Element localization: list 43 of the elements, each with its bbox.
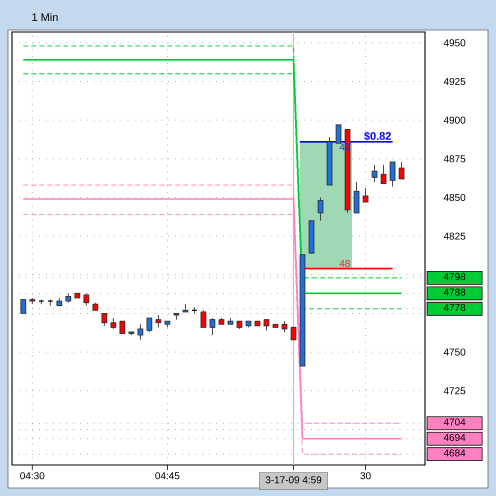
candlestick (146, 318, 152, 332)
y-tick-label: 4798 (444, 273, 466, 280)
y-tick-label: 4684 (444, 449, 466, 456)
candlestick (210, 318, 216, 336)
candlestick (380, 164, 386, 184)
candlestick (372, 164, 378, 182)
y-tick-label: 4900 (444, 116, 466, 124)
candlestick (290, 326, 296, 340)
candlestick (264, 319, 270, 331)
candlestick (65, 292, 72, 304)
candlestick (155, 314, 162, 328)
candlestick (137, 324, 144, 340)
y-tick-label: 4778 (444, 304, 466, 312)
y-tick-label: 4950 (444, 39, 466, 46)
candlestick (101, 313, 108, 326)
chart-title: 1 Min (32, 13, 58, 21)
y-tick-label: 4750 (444, 348, 466, 356)
y-tick-label: 4825 (444, 232, 466, 240)
candlestick (390, 161, 396, 188)
annotation: $0.82 (364, 132, 391, 141)
candlestick (110, 318, 116, 330)
candlestick (83, 292, 90, 306)
candlestick (336, 124, 342, 144)
annotation: 49 (339, 143, 350, 151)
candlestick (398, 161, 404, 180)
y-tick-label: 4875 (444, 155, 466, 162)
y-tick-label: 4694 (444, 434, 466, 441)
y-tick-label: 4850 (444, 194, 466, 201)
y-tick-label: 4925 (444, 78, 466, 86)
x-tick-label: 04:45 (155, 472, 180, 480)
candlestick (362, 188, 368, 203)
x-tick-label: 04:30 (20, 472, 44, 480)
y-tick-label: 4725 (444, 387, 466, 394)
x-tick-label: 30 (360, 472, 371, 480)
candlestick (354, 182, 360, 214)
candlestick (318, 197, 324, 222)
candlestick (119, 320, 126, 334)
candlestick (200, 310, 206, 328)
candlestick (20, 299, 26, 314)
y-tick-label: 4704 (444, 418, 466, 426)
y-tick-label: 4788 (444, 288, 466, 296)
annotation: 48 (339, 260, 350, 267)
candlestick (282, 320, 288, 332)
